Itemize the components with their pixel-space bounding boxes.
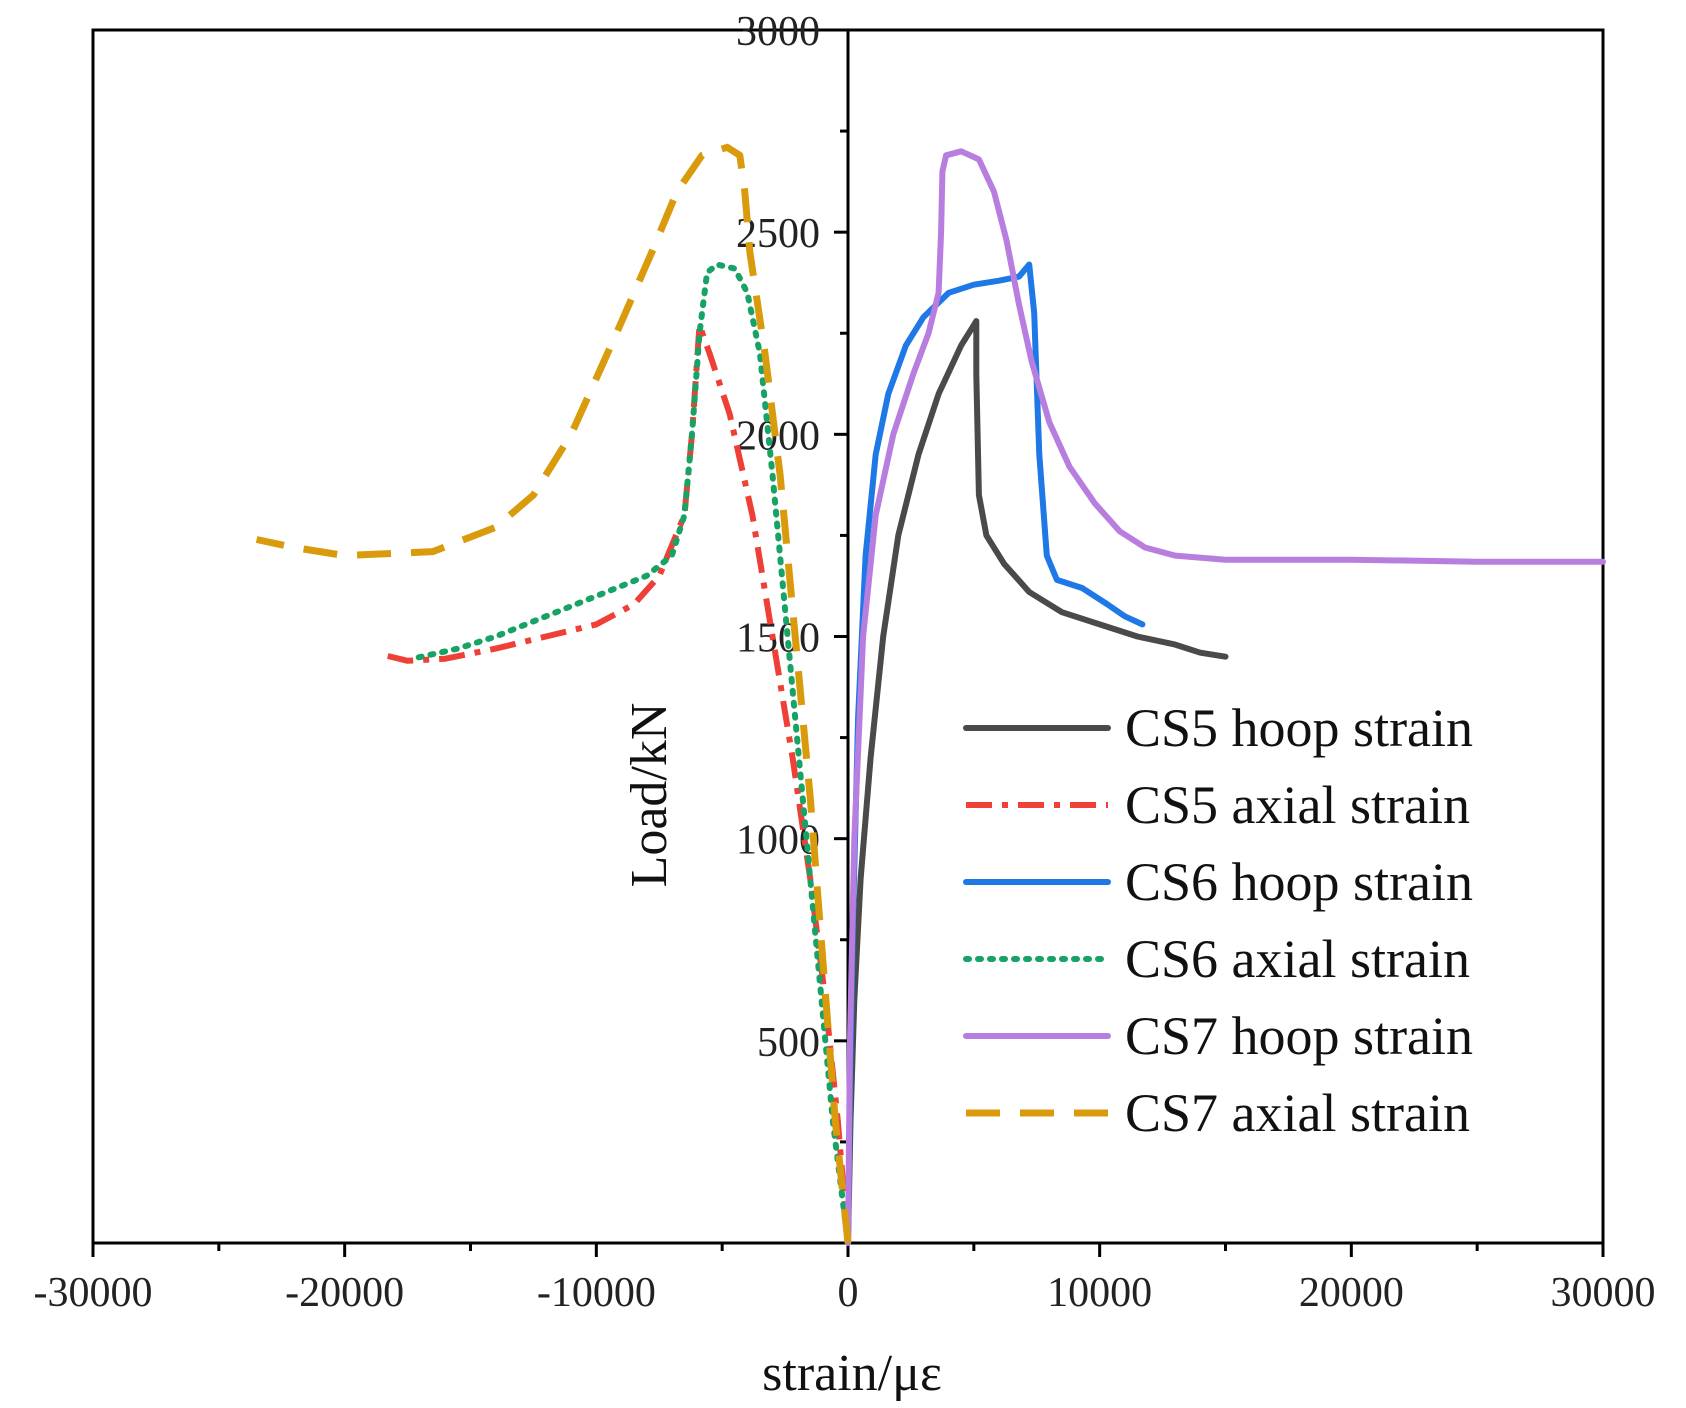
x-tick-label: -10000 [537,1270,656,1316]
legend-label: CS5 axial strain [1125,775,1470,835]
y-tick-label: 2000 [736,413,820,459]
y-tick-label: 3000 [736,9,820,55]
series-line-cs5-hoop-strain [845,318,1229,1246]
x-tick-label: 0 [838,1270,859,1316]
x-tick-label: -20000 [285,1270,404,1316]
legend-label: CS6 axial strain [1125,929,1470,989]
x-axis-title: strain/με [762,1345,942,1402]
series-line-cs7-hoop-strain [845,148,1606,1246]
series-line-cs7-axial-strain [255,143,852,1244]
legend-label: CS7 hoop strain [1125,1006,1473,1066]
series-line-cs6-axial-strain [409,261,851,1246]
x-tick-label: 10000 [1047,1270,1152,1316]
legend-label: CS5 hoop strain [1125,698,1473,758]
legend: CS5 hoop strain CS5 axial strain CS6 hoop … [963,698,1473,1143]
y-tick-label: 500 [757,1020,820,1066]
x-tick-label: 20000 [1299,1270,1404,1316]
x-tick-label: 30000 [1551,1270,1656,1316]
x-axis-ticks: -30000 -20000 -10000 0 10000 20000 30000 [34,1243,1656,1316]
legend-label: CS7 axial strain [1125,1083,1470,1143]
series-line-cs6-hoop-strain [845,261,1146,1246]
x-tick-label: -30000 [34,1270,153,1316]
y-axis-title: Load/kN [621,703,678,888]
legend-label: CS6 hoop strain [1125,852,1473,912]
series-lines [255,143,1606,1246]
